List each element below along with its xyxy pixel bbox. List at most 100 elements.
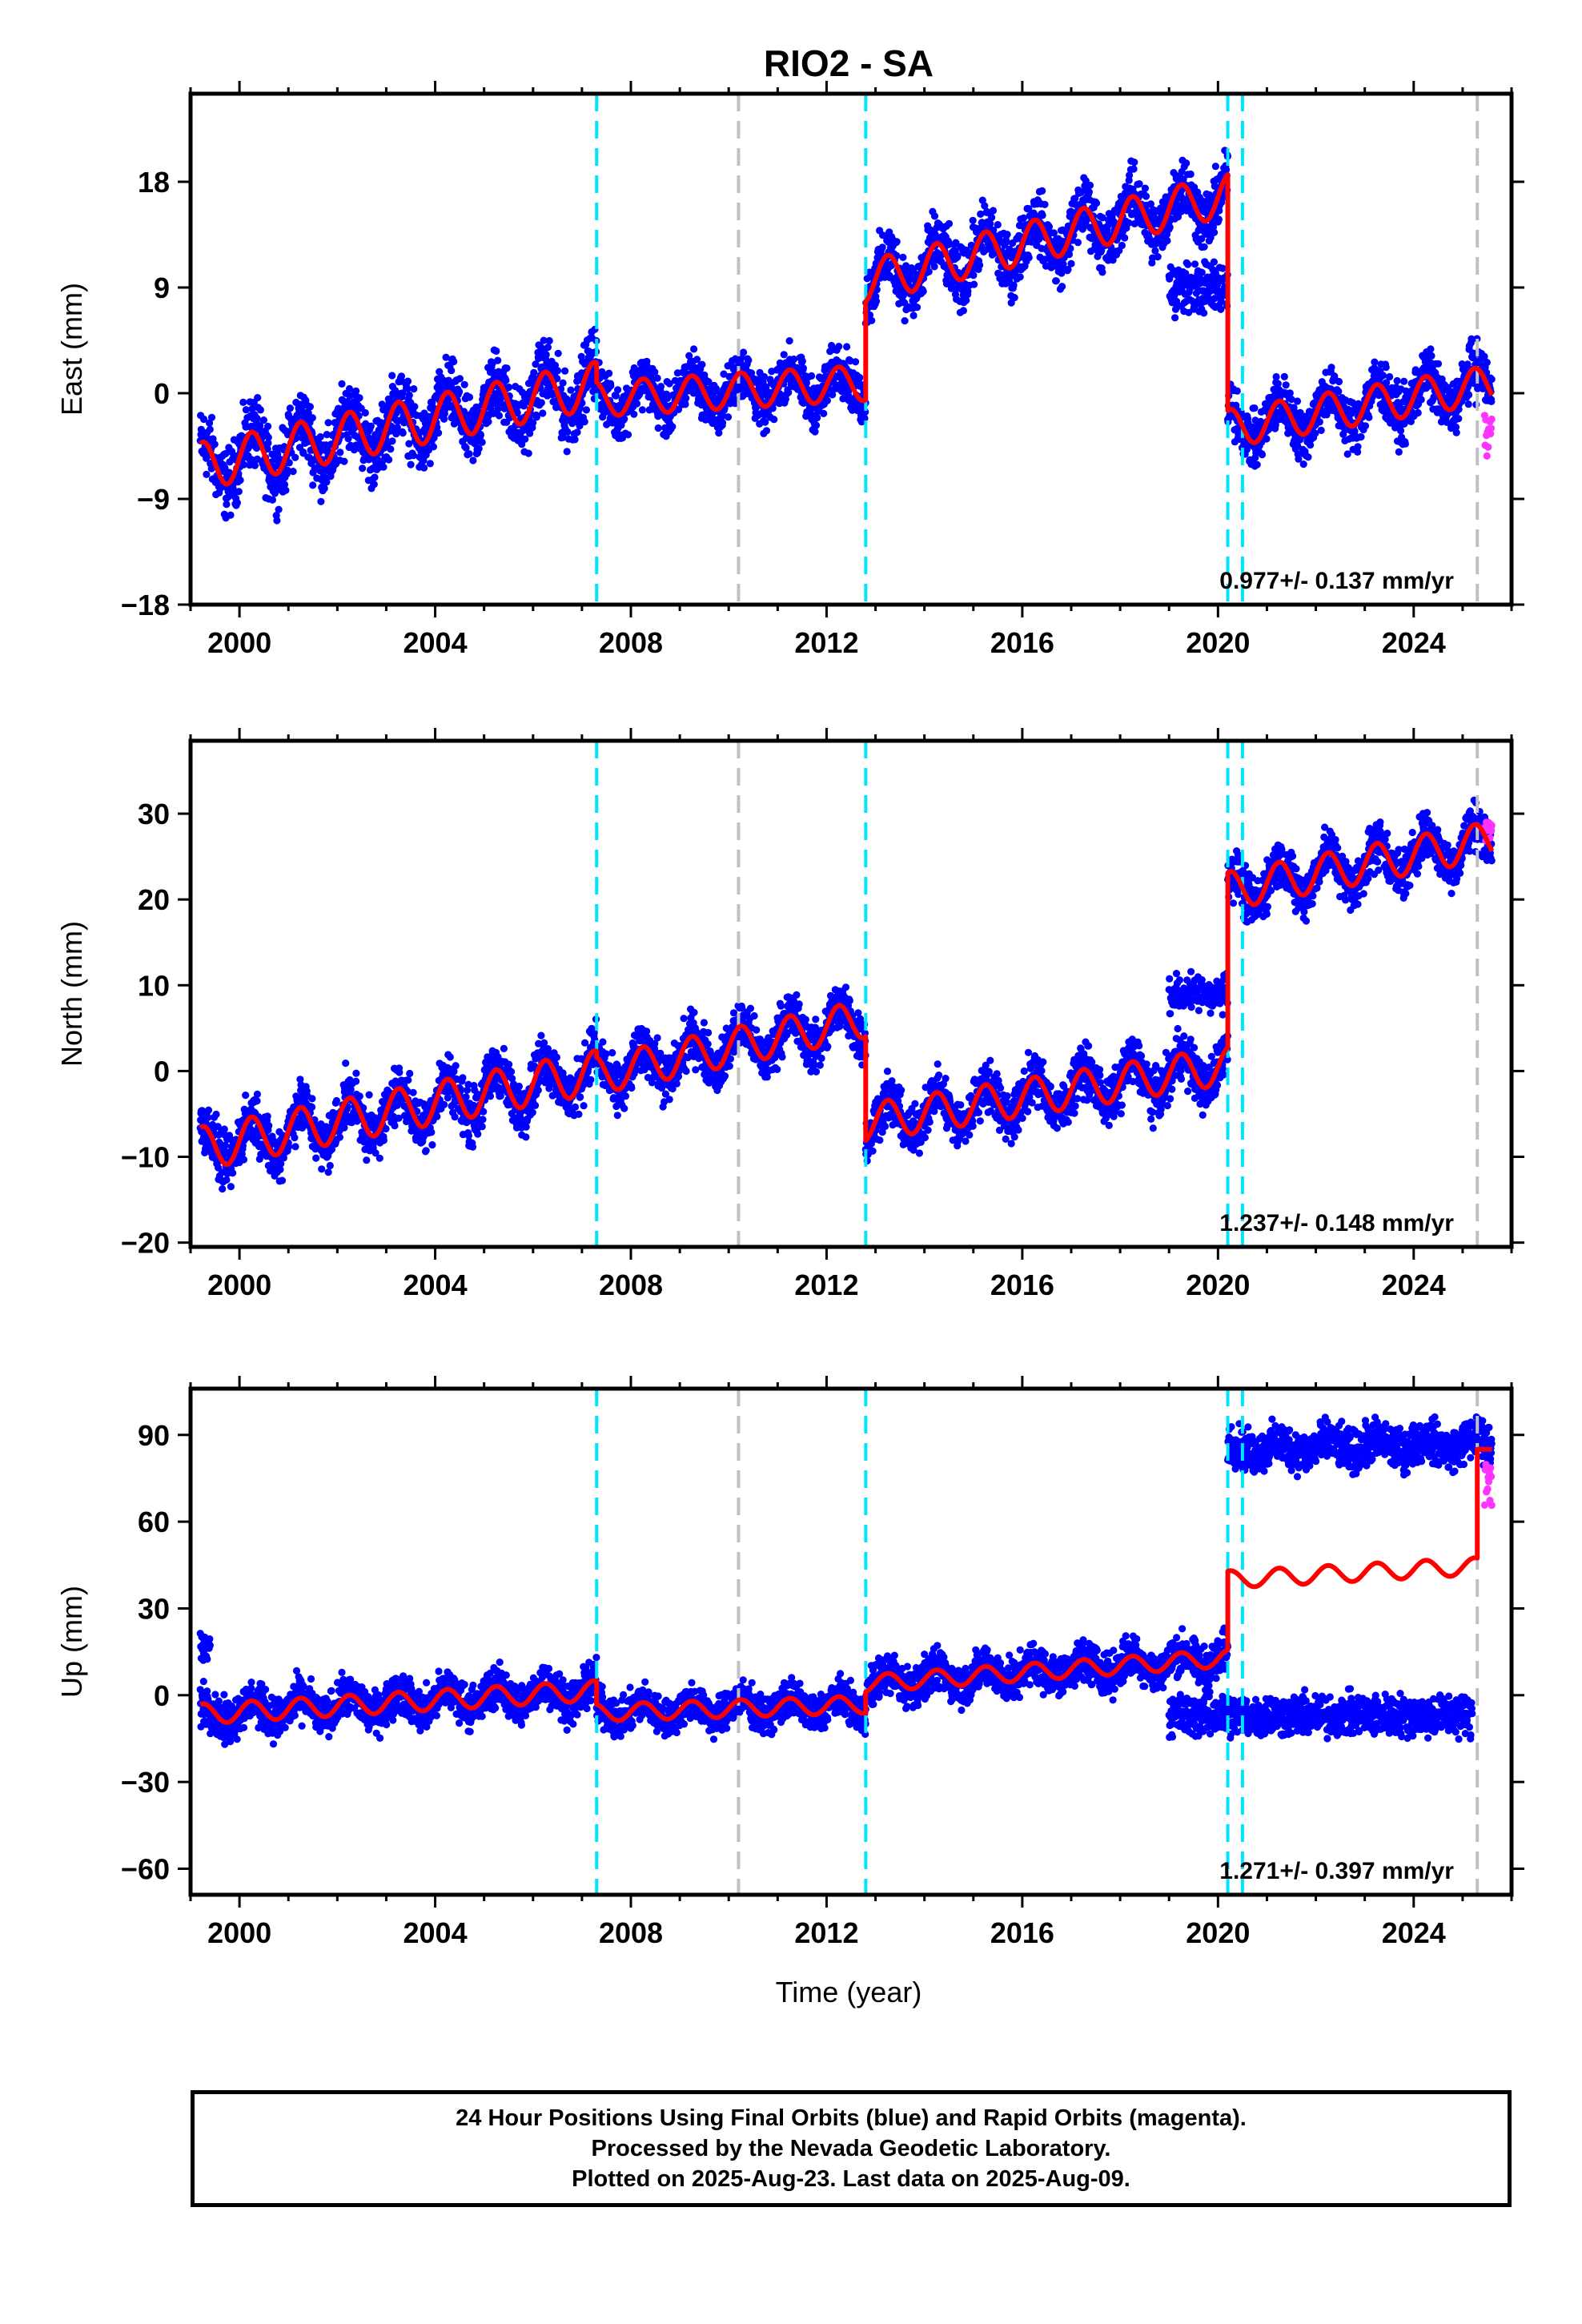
data-point [930,212,939,220]
data-point [460,380,468,388]
data-point [1465,391,1473,399]
chart-title: RIO2 - SA [764,42,934,84]
data-point [521,435,529,443]
data-point [253,1090,261,1098]
x-tick-label: 2000 [207,626,271,659]
data-point [409,452,417,460]
data-point [1282,381,1290,389]
x-tick-label: 2004 [404,626,468,659]
data-point [1219,264,1227,272]
data-point [475,444,483,452]
data-point [204,1106,213,1114]
data-point [265,1122,273,1130]
data-point [1098,268,1106,276]
data-point [1272,372,1280,381]
data-point [1038,187,1046,195]
data-point [1217,305,1225,313]
data-point [239,1156,248,1164]
data-point [1163,236,1171,245]
data-point [612,392,620,400]
data-point [1200,243,1208,251]
data-point [1317,426,1325,435]
data-point [1488,397,1496,405]
data-point [1280,372,1288,380]
data-point [379,463,387,471]
data-point [336,448,344,456]
data-point [1379,372,1387,380]
data-point [1335,388,1343,396]
data-point [1016,273,1024,281]
data-point [994,221,1002,229]
data-point [282,486,290,494]
x-tick-label: 2016 [990,626,1054,659]
data-point [813,414,821,422]
data-point [251,461,259,470]
data-point [228,448,236,456]
data-point [404,384,412,392]
data-point [448,367,456,375]
data-point [450,357,458,366]
data-point [1386,372,1394,381]
data-point [256,422,264,430]
data-point [770,416,778,424]
data-point [469,456,477,464]
data-point [1003,231,1011,239]
data-point [614,386,622,394]
data-point [893,238,901,246]
data-point [959,307,967,315]
data-point [1483,359,1491,367]
data-point [233,499,241,507]
data-point [344,435,352,443]
data-point [494,405,502,413]
data-point [799,364,808,372]
data-point [1293,397,1302,405]
data-point [253,1097,261,1105]
data-point [426,460,434,468]
data-point [582,406,591,414]
data-point [496,399,504,407]
data-point [989,207,998,215]
rapid-orbit-point [1484,443,1492,451]
data-point [1396,427,1405,435]
data-point [1086,181,1094,189]
data-point [654,424,662,432]
y-axis-label-east: East (mm) [55,283,88,416]
data-point [780,351,788,359]
data-point [355,394,363,402]
data-point [236,476,244,485]
data-point [872,297,881,305]
data-point [392,430,400,438]
data-point [664,394,672,402]
data-point [212,1110,220,1119]
data-point [1327,364,1335,372]
rapid-orbit-point [1487,424,1496,432]
velocity-annotation-east: 0.977+/- 0.137 mm/yr [1219,568,1454,594]
y-tick-label: 18 [138,166,170,199]
data-point [970,271,978,279]
data-point [540,336,548,344]
data-point [404,377,412,385]
data-point [1354,443,1362,451]
data-point [359,464,367,472]
data-point [718,419,727,427]
data-point [808,372,816,380]
data-point [745,356,753,364]
data-point [868,316,876,324]
data-point [352,387,360,395]
data-point [350,425,358,433]
data-point [843,343,851,351]
data-point [388,437,396,445]
data-point [338,380,346,388]
data-point [724,413,733,421]
data-point [970,280,978,288]
data-point [309,481,317,489]
data-point [1171,314,1179,322]
data-point [503,364,511,372]
data-point [476,431,485,439]
plot-area-east [196,94,1496,605]
data-point [407,460,415,468]
data-point [420,456,428,464]
data-point [1258,451,1267,459]
data-point [1184,260,1192,268]
rapid-orbit-point [1483,452,1491,460]
